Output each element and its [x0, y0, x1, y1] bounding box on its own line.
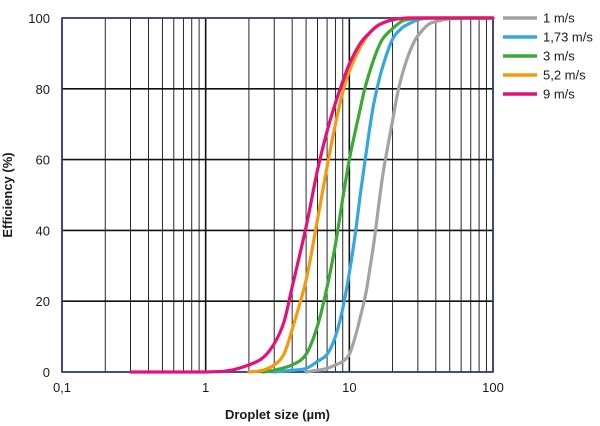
series-line-2: [261, 16, 495, 374]
x-tick-label: 10: [342, 380, 356, 395]
x-tick-label: 1: [202, 380, 209, 395]
plot-frame: [61, 17, 494, 373]
y-tick-label: 100: [28, 11, 50, 26]
legend: 1 m/s 1,73 m/s 3 m/s 5,2 m/s 9 m/s: [503, 11, 593, 102]
legend-item: 1 m/s: [503, 11, 575, 26]
x-axis-title: Droplet size (µm): [225, 407, 330, 422]
x-tick-labels: 0,1 1 10 100: [53, 380, 504, 395]
legend-item: 5,2 m/s: [503, 68, 586, 83]
y-tick-labels: 0 20 40 60 80 100: [28, 11, 50, 380]
legend-item: 1,73 m/s: [503, 30, 593, 45]
minor-gridlines: [104, 18, 487, 372]
major-gridlines: [61, 17, 494, 373]
series-line-0: [304, 16, 495, 374]
y-tick-label: 0: [43, 365, 50, 380]
x-tick-label: 0,1: [53, 380, 71, 395]
y-tick-label: 80: [36, 82, 50, 97]
series-line-4: [128, 16, 495, 374]
y-tick-label: 40: [36, 223, 50, 238]
legend-item: 3 m/s: [503, 49, 575, 64]
legend-label: 1,73 m/s: [543, 30, 593, 45]
legend-label: 1 m/s: [543, 11, 575, 26]
y-axis-title: Efficiency (%): [0, 152, 15, 237]
legend-item: 9 m/s: [503, 87, 575, 102]
legend-label: 9 m/s: [543, 87, 575, 102]
y-tick-label: 20: [36, 294, 50, 309]
x-tick-label: 100: [482, 380, 504, 395]
y-tick-label: 60: [36, 153, 50, 168]
series-layer: [128, 16, 495, 374]
legend-label: 5,2 m/s: [543, 68, 586, 83]
legend-label: 3 m/s: [543, 49, 575, 64]
series-line-1: [272, 16, 495, 374]
